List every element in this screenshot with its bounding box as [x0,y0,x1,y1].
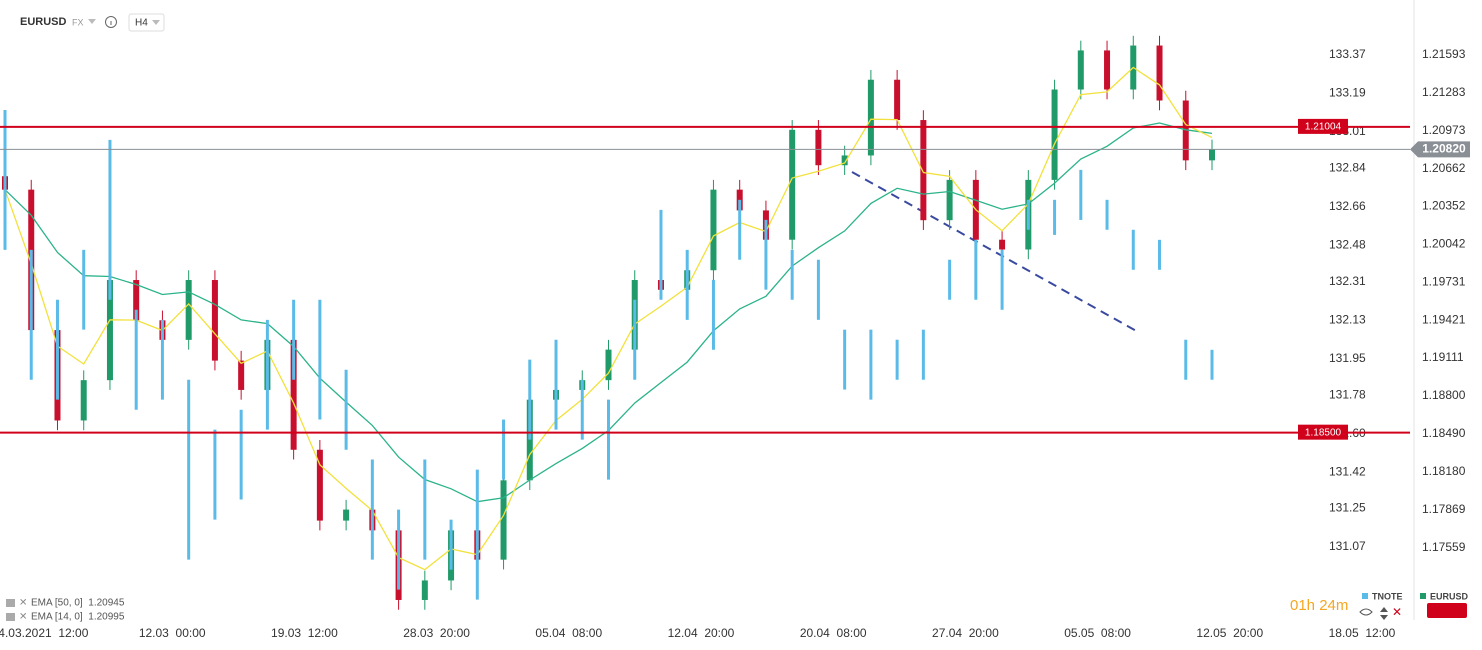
candle-body [789,129,796,240]
y2-tick-label: 133.37 [1329,47,1366,61]
indicator-label: EMA [14, 0] 1.20995 [31,612,125,623]
interval-arrow [152,20,160,25]
close-icon[interactable]: ✕ [1392,605,1402,619]
y-tick-label: 1.20662 [1422,161,1466,175]
x-tick-label: 04.03.2021 12:00 [0,626,89,640]
countdown: 01h 24m [1290,597,1348,614]
legend-label: TNOTE [1372,591,1403,601]
legend-label: EURUSD [1430,591,1469,601]
y-tick-label: 1.17559 [1422,540,1466,554]
candle-body [815,129,822,166]
candle-body [106,280,113,381]
indicator-icon [6,613,15,621]
x-tick-label: 18.05 12:00 [1329,626,1396,640]
candle-body [894,79,901,121]
chart-type-button[interactable] [1427,603,1467,618]
y-tick-label: 1.18800 [1422,388,1466,402]
indicator-label: EMA [50, 0] 1.20945 [31,598,125,609]
y2-tick-label: 131.95 [1329,351,1366,365]
interval[interactable]: H4 [135,18,148,29]
candle-body [185,280,192,340]
dropdown-arrow[interactable] [88,19,96,24]
candle-body [238,360,245,390]
x-tick-label: 05.04 08:00 [535,626,602,640]
interval-box[interactable] [128,13,165,32]
level-label-box [1298,424,1348,440]
candle-body [999,239,1006,250]
candle-body [1209,149,1215,161]
y-tick-label: 1.19731 [1422,275,1466,289]
candle-body [316,449,323,521]
legend-swatch [1362,593,1368,599]
candle-body [1156,45,1163,101]
y-tick-label: 1.18490 [1422,426,1466,440]
y2-tick-label: 133.19 [1329,86,1366,100]
ema-line [4,66,1213,571]
candle-body [605,349,612,381]
candle-body [841,155,848,166]
symbol[interactable]: EURUSD [20,16,67,28]
x-tick-label: 20.04 08:00 [800,626,867,640]
indicator-remove: ✕ [19,612,27,623]
y-tick-label: 1.21283 [1422,85,1466,99]
x-tick-label: 28.03 20:00 [403,626,470,640]
candle-body [526,399,533,481]
y2-tick-label: 131.25 [1329,501,1366,515]
move-icon[interactable] [1380,607,1388,620]
x-tick-label: 27.04 20:00 [932,626,999,640]
y-tick-label: 1.19111 [1422,350,1464,364]
current-price-box [1410,141,1470,158]
trend-line [851,171,1141,334]
candle-body [343,509,350,521]
candle-body [290,339,297,450]
info-icon[interactable] [105,16,117,28]
candle-body [1104,50,1111,90]
candle-body [500,480,507,560]
candle-body [133,280,140,321]
eye-icon[interactable] [1359,608,1373,616]
y2-tick-label: 131.42 [1329,464,1366,478]
current-price-label: 1.20820 [1422,142,1466,156]
candle-body [1077,50,1084,90]
candle-body [80,380,87,421]
y2-tick-label: 132.48 [1329,238,1366,252]
y2-tick-label: 132.66 [1329,199,1366,213]
level-label-box [1298,118,1348,134]
level-label: 1.21004 [1305,122,1342,133]
x-tick-label: 19.03 12:00 [271,626,338,640]
y2-tick-label: 132.31 [1329,274,1366,288]
y-tick-label: 1.20352 [1422,199,1466,213]
x-tick-label: 12.03 00:00 [139,626,206,640]
y-tick-label: 1.20042 [1422,237,1466,251]
candle-body [946,179,953,221]
y2-tick-label: 132.13 [1329,312,1366,326]
y2-tick-label: 131.07 [1329,539,1366,553]
x-tick-label: 12.04 20:00 [668,626,735,640]
x-tick-label: 12.05 20:00 [1196,626,1263,640]
y2-tick-label: 131.78 [1329,387,1366,401]
y-tick-label: 1.20973 [1422,123,1466,137]
candle-body [710,189,717,271]
indicator-remove: ✕ [19,598,27,609]
candle-body [867,79,874,156]
candle-body [421,580,428,600]
legend-swatch [1420,593,1426,599]
y-tick-label: 1.18180 [1422,464,1466,478]
x-tick-label: 05.05 08:00 [1064,626,1131,640]
candle-body [920,120,927,221]
y-tick-label: 1.19421 [1422,312,1466,326]
indicator-icon [6,599,15,607]
y-tick-label: 1.21593 [1422,47,1466,61]
y-tick-label: 1.17869 [1422,502,1466,516]
candle-body [211,280,218,361]
level-label: 1.18500 [1305,427,1342,438]
market: FX [72,17,84,27]
candle-body [1051,89,1058,180]
y2-tick-label: 132.84 [1329,161,1366,175]
